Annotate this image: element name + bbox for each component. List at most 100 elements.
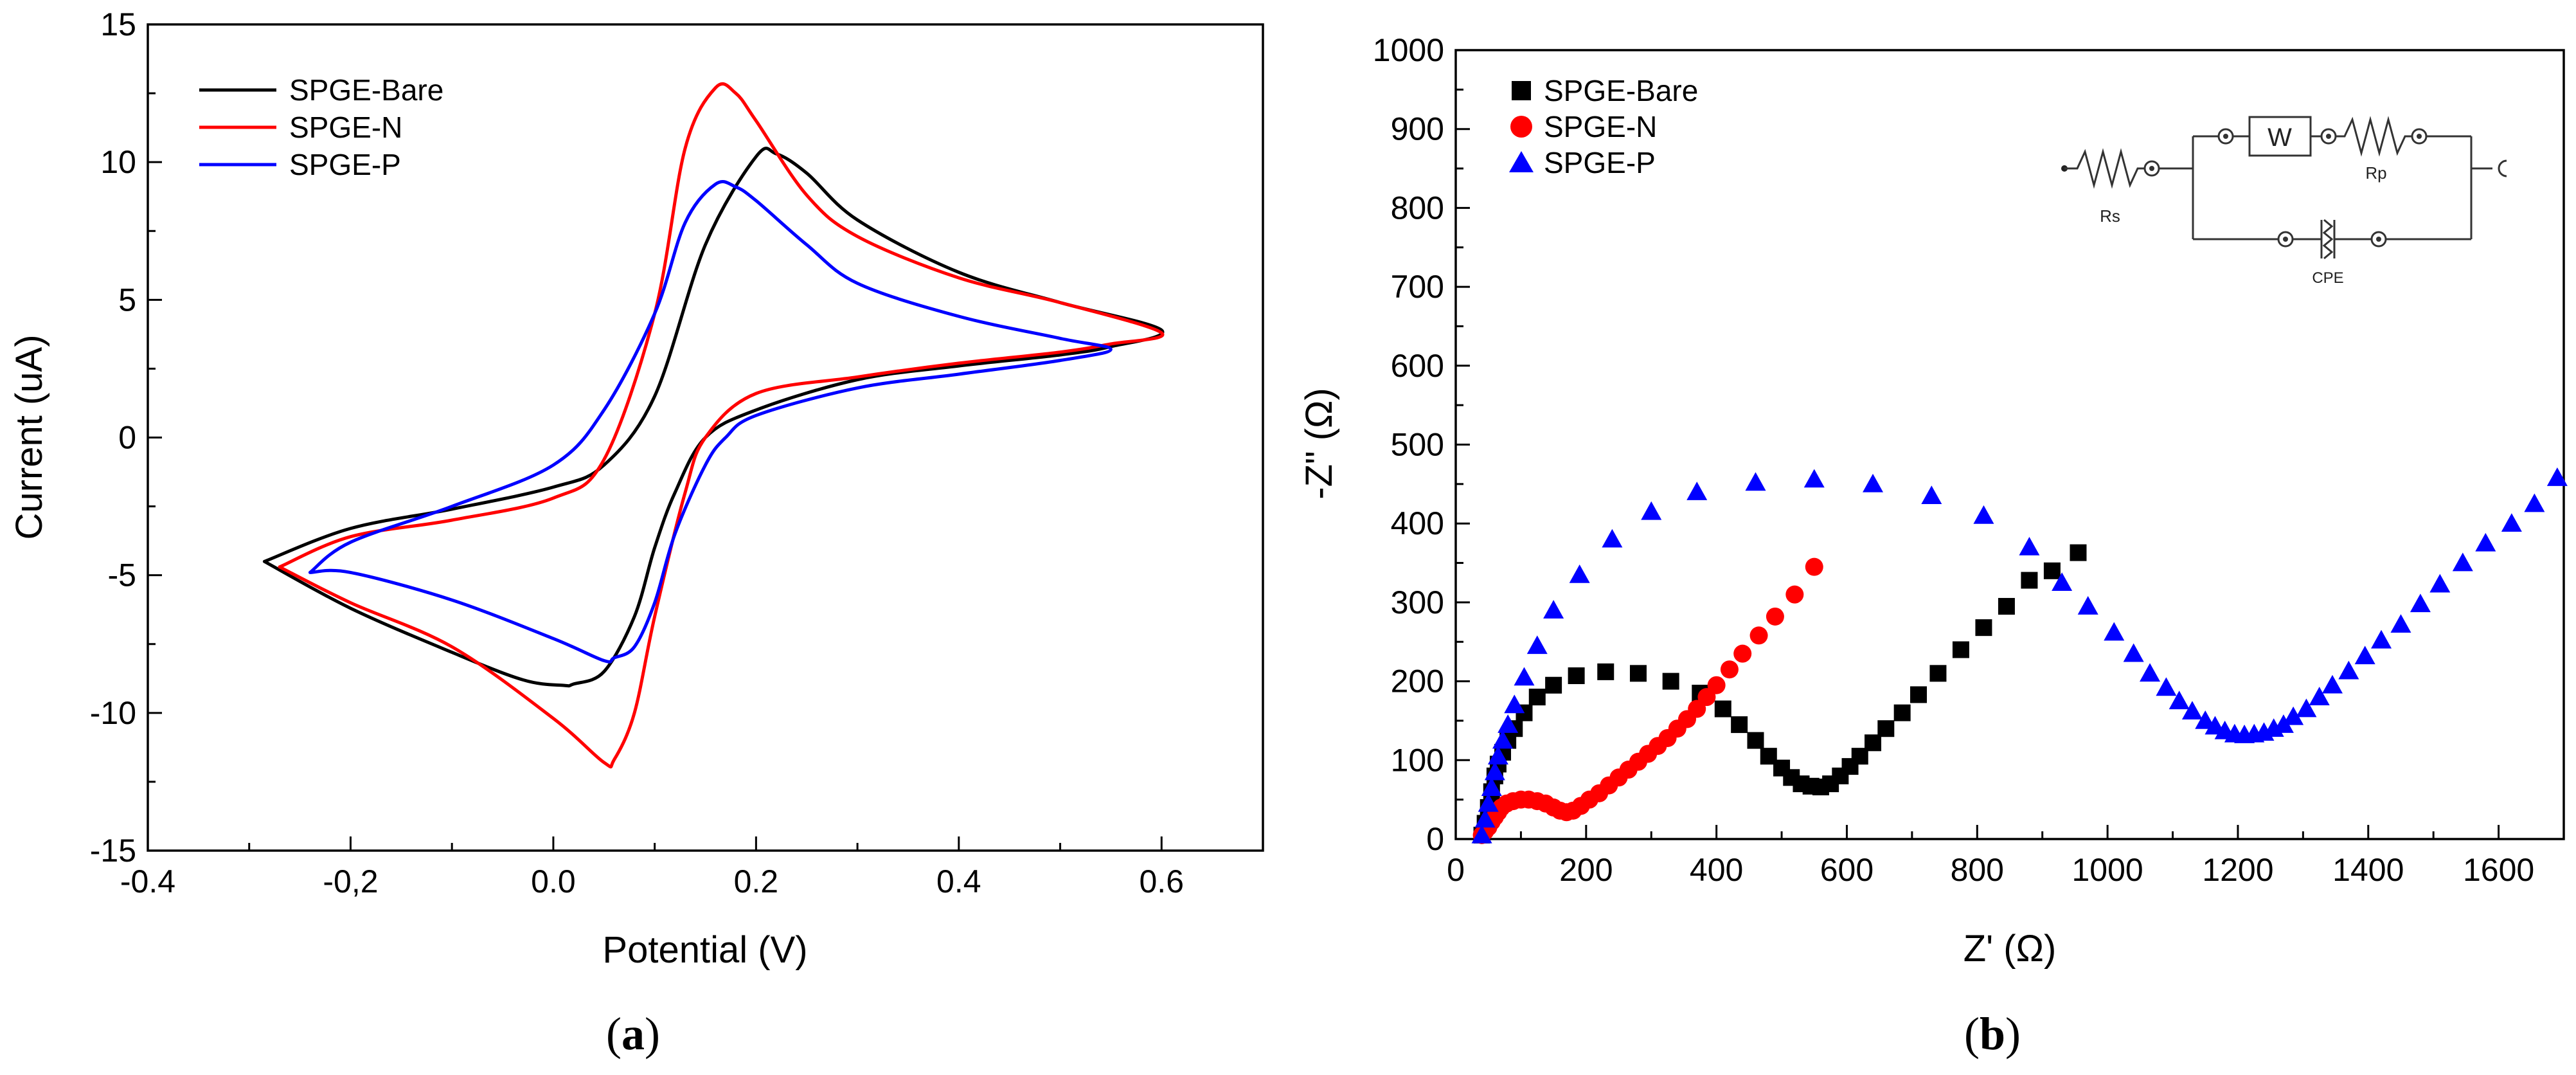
ny-x-tick-label: 400: [1690, 852, 1743, 888]
ny-legend-label-p: SPGE-P: [1544, 146, 1656, 179]
ny-x-tick-label: 1000: [2072, 852, 2143, 888]
ny-point-p: [2156, 677, 2177, 696]
circuit-node-6-center: [2376, 237, 2381, 242]
panel-label-a-letter: a: [622, 1008, 645, 1060]
ny-point-n: [1733, 644, 1752, 663]
ny-x-tick-label: 600: [1820, 852, 1874, 888]
ny-y-tick-label: 500: [1391, 427, 1444, 463]
circuit-node-4-center: [2417, 134, 2422, 139]
ny-point-bare: [2021, 572, 2038, 589]
ny-point-p: [2283, 706, 2304, 725]
cv-x-tick-label: 0.6: [1140, 863, 1185, 899]
ny-point-p: [2321, 674, 2343, 694]
ny-point-p: [2338, 660, 2359, 680]
ny-point-p: [2452, 552, 2473, 572]
cv-legend-label-n: SPGE-N: [289, 111, 402, 144]
cv-y-tick-label: 5: [118, 282, 136, 318]
ny-point-p: [2296, 698, 2317, 718]
circuit-cpe-zigzag: [2322, 219, 2334, 260]
cv-y-tick-label: 0: [118, 420, 136, 456]
cv-x-tick-label: 0.2: [734, 863, 779, 899]
ny-point-bare: [1877, 720, 1895, 737]
ny-point-p: [2019, 537, 2040, 556]
cv-y-tick-label: 15: [100, 6, 136, 42]
panel-label-a: (a): [606, 1008, 660, 1060]
ny-point-n: [1785, 585, 1804, 604]
ny-point-p: [2429, 574, 2451, 593]
ny-legend-swatch-n: [1510, 116, 1532, 138]
ny-point-p: [2181, 701, 2203, 720]
ny-point-p: [2475, 532, 2496, 552]
cv-series-n: [278, 82, 1165, 769]
ny-point-p: [1478, 793, 1499, 812]
ny-y-tick-label: 400: [1391, 505, 1444, 541]
ny-legend-swatch-bare: [1512, 81, 1531, 100]
ny-point-bare: [1568, 667, 1585, 685]
ny-point-bare: [1975, 619, 1992, 637]
ny-legend-label-n: SPGE-N: [1544, 110, 1657, 143]
cv-y-tick-label: -10: [90, 695, 136, 731]
ny-point-p: [1569, 564, 1590, 583]
ny-point-p: [1474, 809, 1496, 828]
ny-point-n: [1697, 688, 1716, 707]
ny-point-p: [1863, 473, 1884, 492]
nyquist-y-axis-title: -Z" (Ω): [1298, 388, 1340, 499]
ny-point-p: [1602, 528, 1623, 548]
ny-point-p: [1973, 505, 1994, 524]
ny-point-p: [2501, 513, 2522, 532]
ny-y-tick-label: 700: [1391, 269, 1444, 305]
cv-y-axis-title: Current (uA): [8, 334, 50, 539]
ny-point-p: [2169, 691, 2190, 710]
cv-legend-label-bare: SPGE-Bare: [289, 73, 443, 107]
ny-point-p: [2077, 596, 2098, 615]
equivalent-circuit-diagram: Rs W Rp: [2061, 116, 2507, 287]
ny-point-bare: [1545, 676, 1562, 694]
ny-point-p: [1481, 777, 1502, 797]
ny-point-p: [2524, 493, 2545, 512]
circuit-node-2-center: [2223, 134, 2228, 139]
ny-point-bare: [1998, 598, 2015, 615]
ny-point-p: [1526, 635, 1548, 655]
ny-y-tick-label: 900: [1391, 111, 1444, 147]
cv-y-axis: -15 -10 -5 0 5 10 15: [90, 6, 162, 869]
ny-point-bare: [1597, 663, 1614, 680]
cv-y-tick-label: -5: [108, 557, 136, 593]
ny-x-tick-label: 1200: [2202, 852, 2273, 888]
ny-point-p: [2309, 687, 2330, 705]
ny-point-bare: [1629, 665, 1647, 682]
nyquist-x-axis: 0 200 400 600 800 1000 1200 1400 1600: [1447, 825, 2565, 888]
ny-series-n: [1472, 557, 1823, 844]
ny-y-tick-label: 200: [1391, 664, 1444, 700]
nyquist-chart: 0 100 200 300 400 500 600 700 800 900 1000 0 200 400…: [1298, 32, 2568, 1060]
ny-point-p: [2354, 646, 2375, 665]
cv-x-tick-label: -0.4: [120, 863, 175, 899]
ny-point-bare: [1528, 689, 1546, 706]
ny-point-n: [1805, 557, 1823, 576]
circuit-resistor-rs: [2064, 148, 2144, 189]
ny-series-p: [1471, 467, 2568, 844]
cv-chart: -15 -10 -5 0 5 10 15 -0.4 -0,2 0.0 0.2 0.4 0.6 Pote…: [8, 6, 1264, 1060]
ny-point-bare: [1714, 700, 1731, 718]
ny-x-tick-label: 200: [1559, 852, 1613, 888]
ny-point-p: [1745, 472, 1766, 491]
nyquist-y-axis: 0 100 200 300 400 500 600 700 800 900 1000: [1373, 32, 1470, 857]
ny-point-bare: [1662, 673, 1679, 690]
circuit-label-rs: Rs: [2100, 206, 2120, 226]
ny-x-tick-label: 1400: [2332, 852, 2404, 888]
circuit-resistor-rp: [2336, 116, 2411, 157]
panel-label-b-letter: b: [1980, 1008, 2005, 1060]
ny-point-p: [2390, 614, 2411, 633]
nyquist-series: [1471, 467, 2568, 844]
ny-y-tick-label: 800: [1391, 190, 1444, 226]
ny-legend-swatch-p: [1509, 151, 1534, 172]
cv-y-tick-label: 10: [100, 144, 136, 180]
ny-point-p: [1484, 761, 1505, 781]
cv-x-tick-label: 0.4: [936, 863, 981, 899]
ny-point-p: [2123, 643, 2144, 662]
cv-legend: SPGE-Bare SPGE-N SPGE-P: [199, 73, 443, 181]
ny-point-p: [1803, 469, 1825, 488]
circuit-output-terminal: [2498, 159, 2507, 177]
ny-point-p: [1686, 482, 1708, 500]
ny-point-p: [2546, 467, 2568, 486]
